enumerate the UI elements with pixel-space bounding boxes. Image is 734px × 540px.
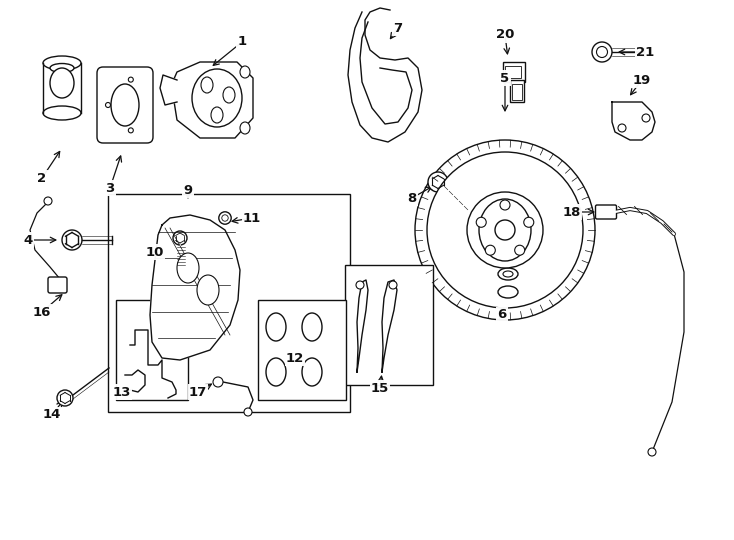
Circle shape [642,114,650,122]
Circle shape [427,152,583,308]
Bar [258,300,346,400]
Text: 1: 1 [237,36,247,49]
Circle shape [597,46,608,57]
Text: 18: 18 [563,206,581,219]
Ellipse shape [111,84,139,126]
Ellipse shape [266,358,286,386]
Circle shape [389,281,397,289]
Circle shape [618,124,626,132]
Text: 11: 11 [243,212,261,225]
Circle shape [592,42,612,62]
Text: 5: 5 [501,71,509,84]
Circle shape [213,377,223,387]
Circle shape [428,172,448,192]
Polygon shape [170,62,253,138]
FancyBboxPatch shape [97,67,153,143]
Circle shape [415,140,595,320]
Circle shape [476,217,486,227]
Circle shape [467,192,543,268]
Circle shape [128,128,134,133]
Bar [503,62,525,82]
Circle shape [62,230,82,250]
Ellipse shape [43,106,81,120]
Ellipse shape [223,87,235,103]
Circle shape [356,281,364,289]
Ellipse shape [498,286,518,298]
Ellipse shape [50,64,74,72]
Text: 17: 17 [189,386,207,399]
Bar [510,80,524,102]
Circle shape [485,245,495,255]
Text: 20: 20 [495,29,515,42]
FancyBboxPatch shape [48,277,67,293]
Circle shape [106,103,111,107]
Circle shape [500,200,510,210]
Ellipse shape [240,122,250,134]
Ellipse shape [201,77,213,93]
Circle shape [495,220,515,240]
Circle shape [128,77,134,82]
Bar [116,300,188,400]
Text: 6: 6 [498,308,506,321]
Circle shape [648,448,656,456]
Bar [345,265,433,385]
Polygon shape [150,215,240,360]
Text: 19: 19 [633,73,651,86]
Ellipse shape [177,253,199,283]
Text: 10: 10 [146,246,164,259]
Text: 2: 2 [37,172,46,185]
Ellipse shape [50,68,74,98]
Polygon shape [612,102,655,140]
Circle shape [57,390,73,406]
Circle shape [219,212,231,224]
Text: 16: 16 [33,306,51,319]
Ellipse shape [498,268,518,280]
Circle shape [524,217,534,227]
Polygon shape [160,75,177,105]
Circle shape [173,231,187,245]
Text: 4: 4 [23,233,32,246]
Ellipse shape [240,66,250,78]
Ellipse shape [43,56,81,70]
Ellipse shape [192,69,242,127]
Text: 9: 9 [184,184,192,197]
Ellipse shape [302,358,322,386]
Text: 12: 12 [286,352,304,365]
Ellipse shape [211,107,223,123]
Text: 14: 14 [43,408,61,422]
Text: 13: 13 [113,386,131,399]
Text: 15: 15 [371,381,389,395]
Ellipse shape [302,313,322,341]
Text: 3: 3 [106,181,115,194]
FancyBboxPatch shape [595,205,617,219]
Bar [512,84,522,100]
Text: 8: 8 [407,192,417,205]
Text: 21: 21 [636,45,654,58]
Circle shape [515,245,525,255]
Ellipse shape [197,275,219,305]
Circle shape [244,408,252,416]
Ellipse shape [503,271,513,277]
Bar [108,194,350,412]
Ellipse shape [479,199,531,261]
Bar [505,66,521,78]
Ellipse shape [266,313,286,341]
Circle shape [222,215,228,221]
Circle shape [44,197,52,205]
Text: 7: 7 [393,22,402,35]
